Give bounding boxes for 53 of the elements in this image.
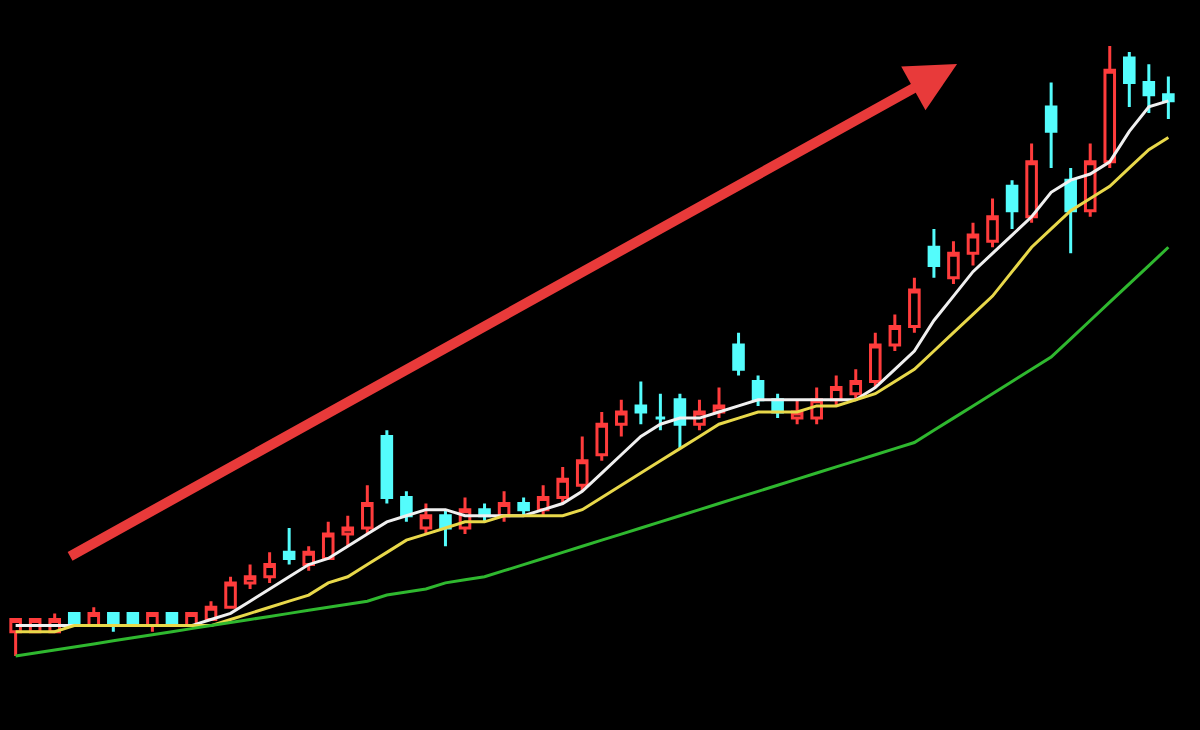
candlestick	[400, 489, 413, 524]
candlestick	[693, 398, 706, 432]
candlestick	[810, 386, 823, 426]
candlestick	[947, 239, 960, 286]
candlestick	[1005, 178, 1019, 231]
candlestick	[419, 502, 433, 536]
candlestick	[28, 617, 42, 634]
candlestick	[458, 495, 472, 536]
candlestick	[732, 331, 745, 377]
candlestick	[634, 380, 648, 426]
candlestick	[966, 221, 980, 268]
candlestick	[1142, 62, 1156, 115]
candlestick	[829, 373, 843, 408]
candlestick	[986, 196, 999, 249]
candlestick	[263, 550, 276, 585]
candlestick	[321, 520, 335, 560]
candlestick	[1123, 50, 1136, 109]
candlestick	[1083, 142, 1097, 219]
candlestick	[615, 398, 628, 438]
candlestick	[439, 508, 452, 548]
candlestick	[712, 386, 726, 420]
candlestick	[869, 331, 882, 390]
candlestick	[1025, 142, 1038, 225]
candlestick	[888, 312, 902, 353]
candlestick	[575, 434, 589, 493]
candlestick	[1044, 81, 1058, 170]
candlestick	[204, 599, 218, 621]
candlestick	[361, 483, 374, 536]
candlestick	[517, 495, 530, 518]
candlestick	[185, 611, 198, 628]
candlestick	[9, 617, 22, 658]
candlestick	[302, 544, 315, 573]
candlestick	[908, 276, 921, 335]
candlestick	[673, 392, 687, 451]
candlestick	[927, 227, 941, 280]
candlestick	[1162, 74, 1175, 121]
candlestick	[341, 514, 355, 548]
candlestick	[536, 483, 550, 518]
candlestick	[243, 563, 257, 591]
candlestick	[1103, 44, 1117, 170]
candlestick	[654, 392, 667, 432]
candlestick	[146, 611, 159, 634]
candlestick	[556, 465, 569, 506]
candlestick	[282, 526, 296, 567]
candlestick	[48, 611, 61, 634]
candlestick	[497, 489, 511, 524]
candlestick	[87, 605, 101, 628]
candlestick	[790, 398, 804, 426]
candlestick	[595, 410, 609, 463]
candlestick	[849, 367, 863, 402]
candlestick	[380, 428, 394, 506]
candlestick	[1064, 166, 1077, 255]
candlestick	[224, 575, 237, 609]
